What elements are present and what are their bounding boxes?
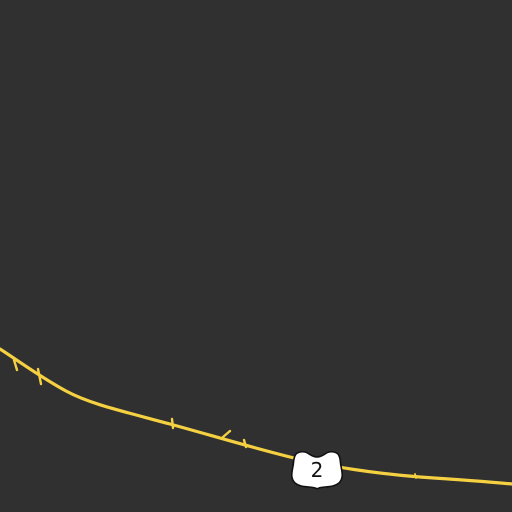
road-tick <box>12 358 19 372</box>
road-tick <box>36 367 43 386</box>
shield-outline <box>290 450 344 490</box>
highway-road[interactable] <box>0 347 512 486</box>
shield-route-number: 2 <box>311 458 324 482</box>
road-tick <box>414 473 417 479</box>
road-tick <box>242 438 248 449</box>
highway-line[interactable] <box>0 347 512 486</box>
us-route-shield[interactable]: 2 <box>290 450 344 490</box>
road-tick <box>221 429 232 439</box>
road-tick <box>170 417 175 430</box>
